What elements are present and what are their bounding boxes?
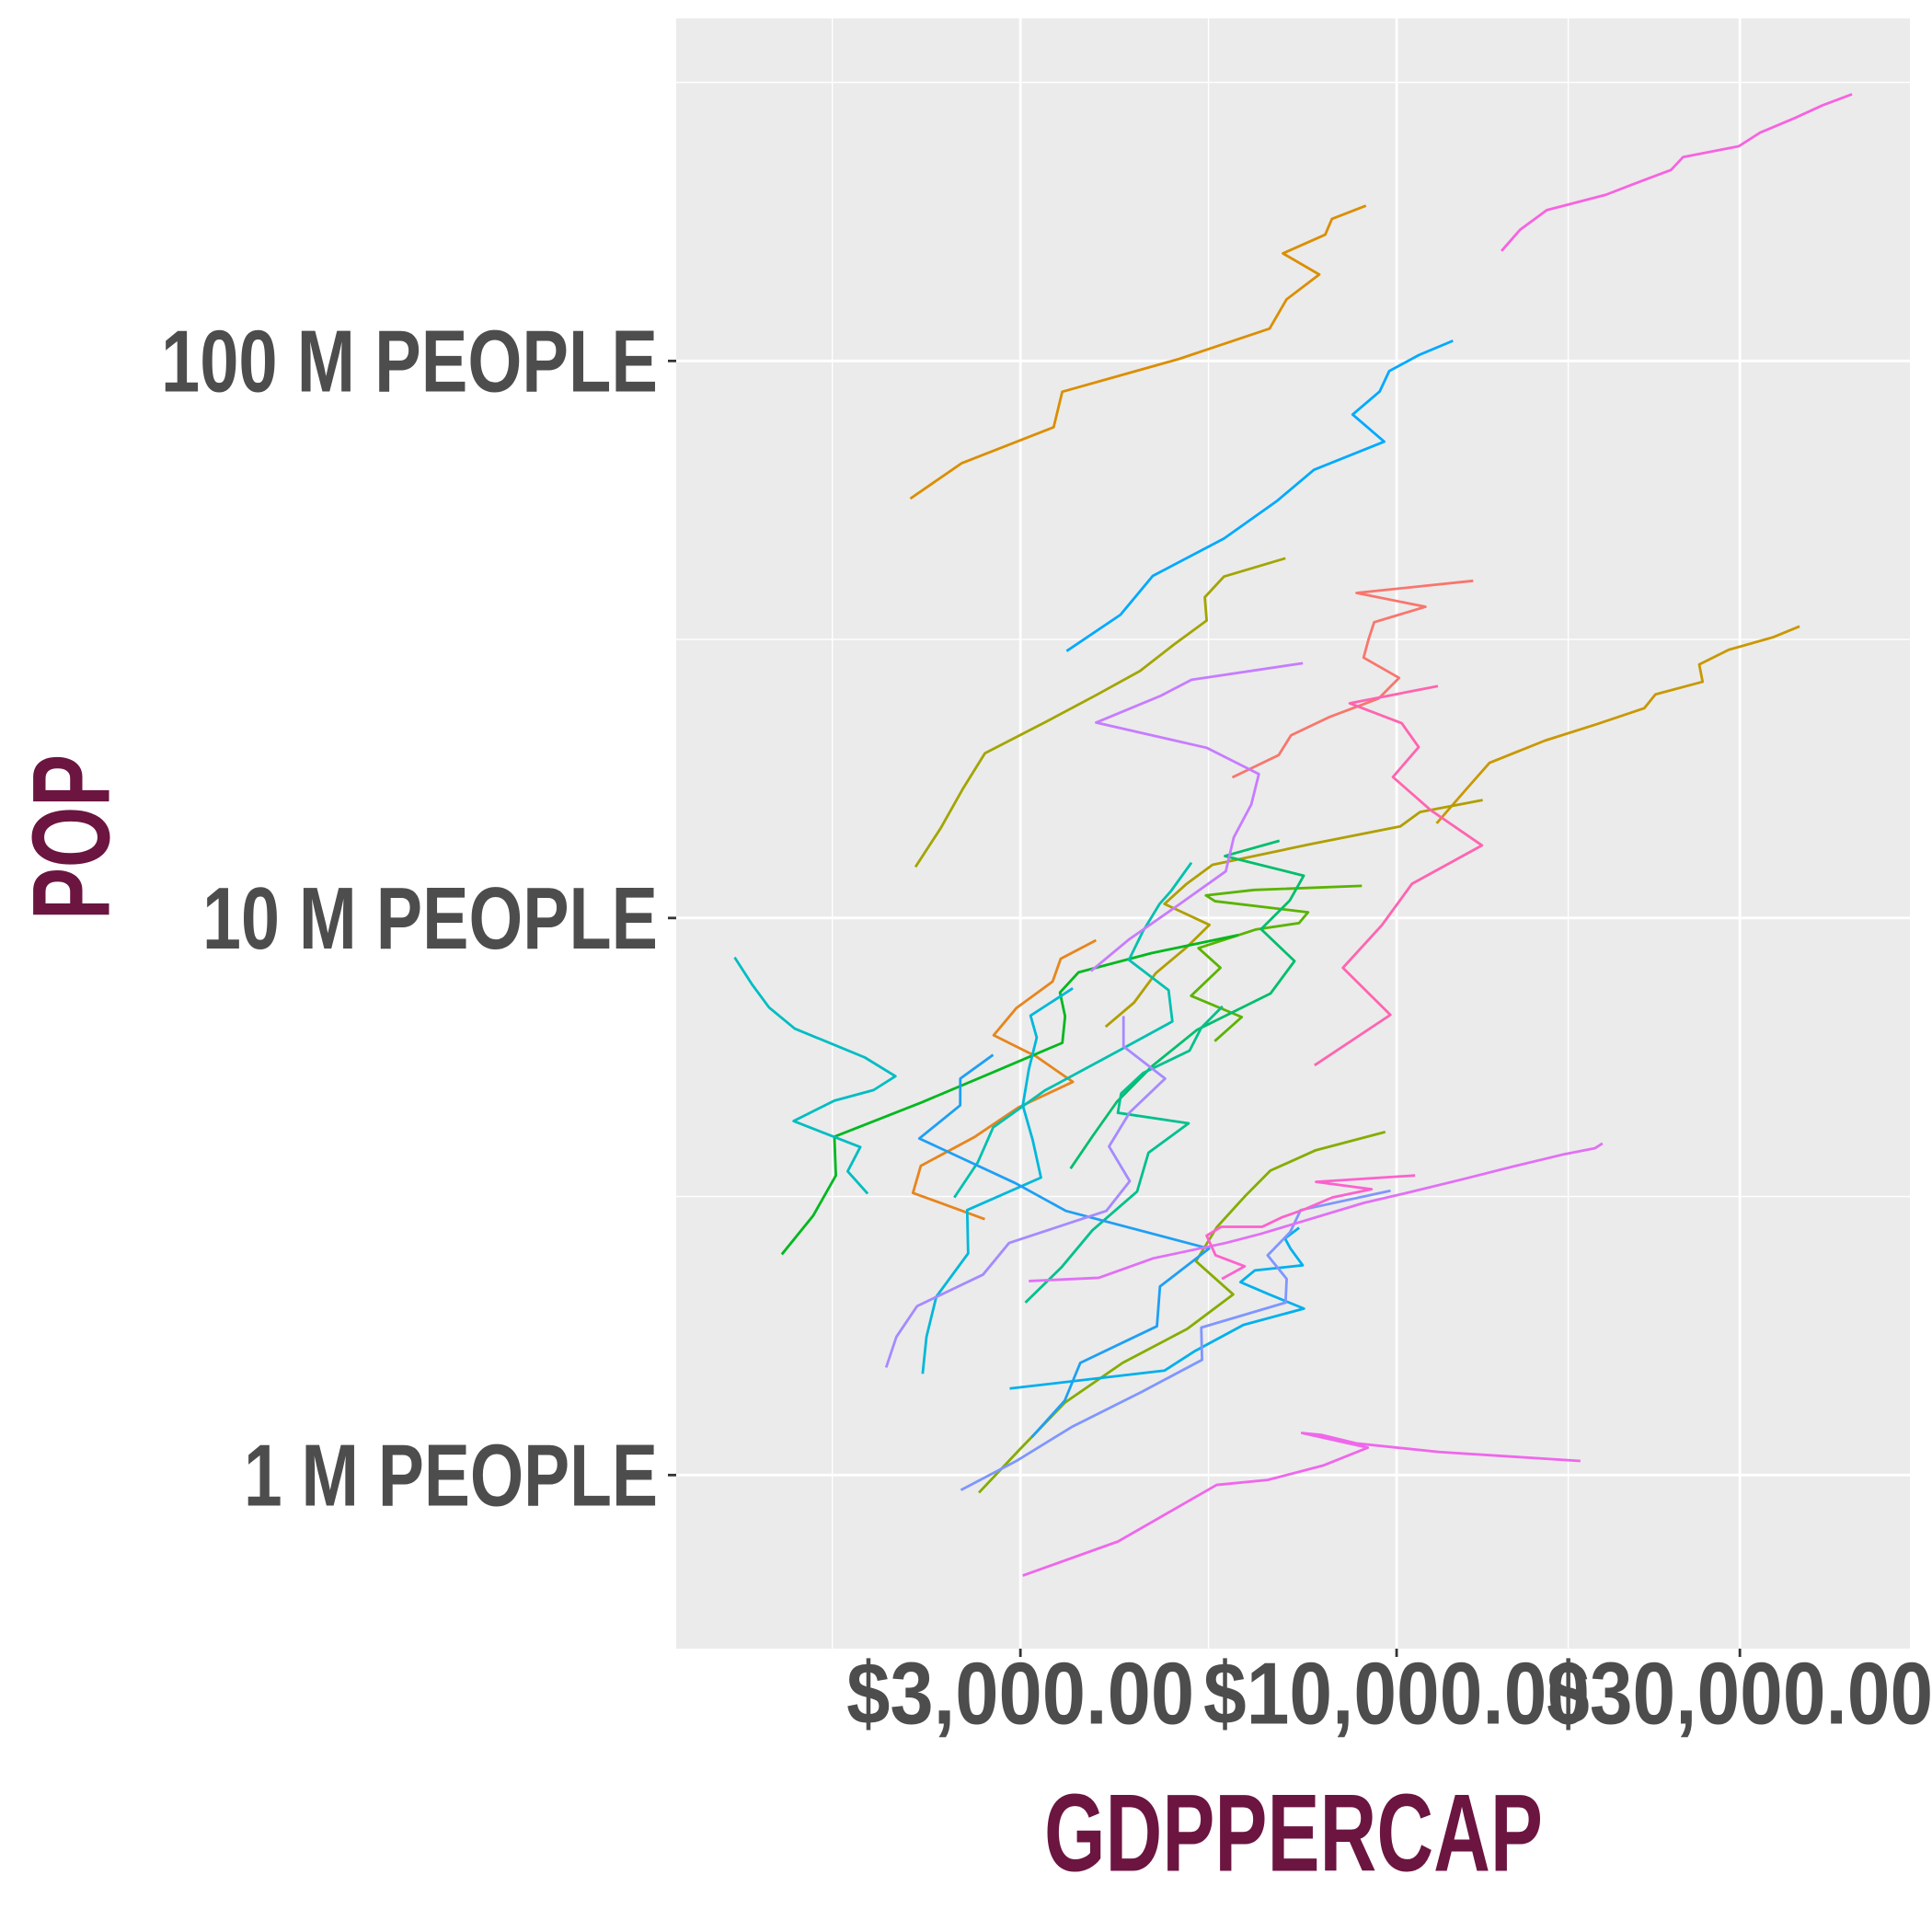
y-tick-label: 100 M PEOPLE [161,313,658,411]
series-line [953,861,1193,1199]
x-tick-label: $30,000.00 [1547,1644,1932,1742]
panel [676,18,1910,1649]
series-line [1009,1226,1305,1390]
series-line [914,557,1286,868]
series-line [884,1016,1167,1368]
x-tick-label: $10,000.00 [1203,1644,1590,1742]
series-line [911,938,1098,1221]
series-line [780,933,1239,1256]
series-line [1065,339,1454,652]
series-line [1314,684,1484,1067]
series-line [1029,1142,1604,1282]
series-line [1435,625,1800,824]
series-line [1089,661,1304,972]
series-line [960,1189,1391,1491]
series-line [921,987,1074,1374]
series-line [1205,1174,1416,1281]
series-line [733,956,897,1195]
series-line [1069,839,1305,1169]
series-line [1022,1432,1581,1577]
x-axis-title: GDPPERCAP [1044,1772,1543,1895]
series-line [1024,1005,1224,1304]
series-line [917,1053,1211,1438]
y-axis-title: POP [10,754,133,920]
series-line [1231,579,1474,779]
y-tick-label: 1 M PEOPLE [244,1427,658,1525]
x-tick-label: $3,000.00 [846,1644,1194,1742]
series-line [1501,93,1853,252]
series-line [1190,884,1363,1042]
y-tick-label: 10 M PEOPLE [202,869,658,968]
series-line [909,204,1367,500]
